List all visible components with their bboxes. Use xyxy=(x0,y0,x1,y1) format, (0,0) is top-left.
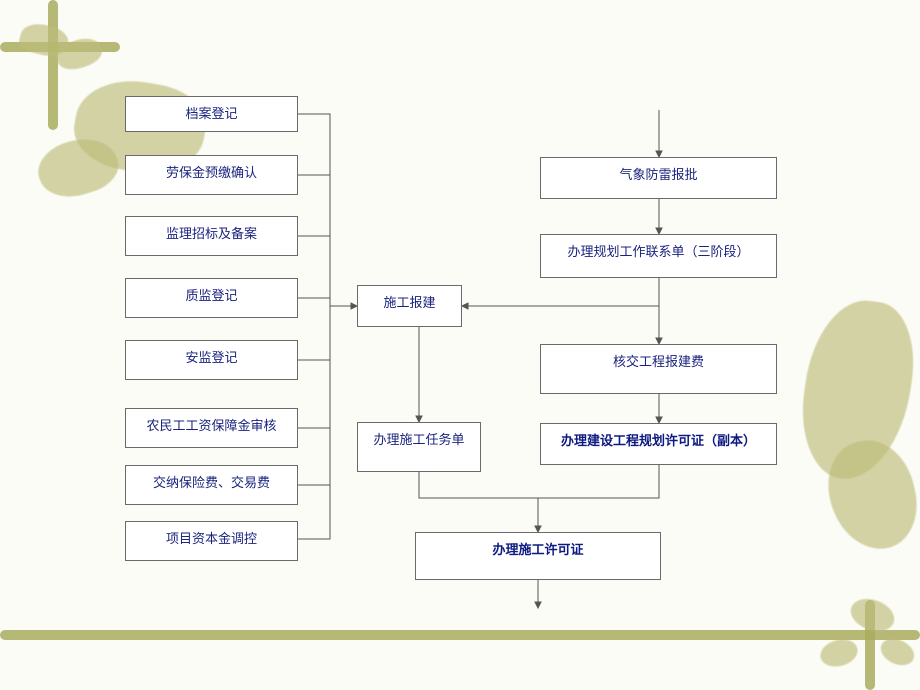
node-insurance: 交纳保险费、交易费 xyxy=(125,465,298,505)
node-taskorder: 办理施工任务单 xyxy=(357,422,481,472)
node-archive: 档案登记 xyxy=(125,96,298,132)
node-quality: 质监登记 xyxy=(125,278,298,318)
node-construct: 施工报建 xyxy=(357,285,462,327)
node-bid: 监理招标及备案 xyxy=(125,216,298,256)
node-safety: 安监登记 xyxy=(125,340,298,380)
node-lightning: 气象防雷报批 xyxy=(540,157,777,199)
node-capital: 项目资本金调控 xyxy=(125,521,298,561)
node-labor: 劳保金预缴确认 xyxy=(125,155,298,195)
node-fee: 核交工程报建费 xyxy=(540,344,777,394)
node-planwork: 办理规划工作联系单（三阶段） xyxy=(540,234,777,278)
node-wage: 农民工工资保障金审核 xyxy=(125,408,298,448)
node-permit: 办理施工许可证 xyxy=(415,532,661,580)
node-planpermit: 办理建设工程规划许可证（副本） xyxy=(540,423,777,465)
